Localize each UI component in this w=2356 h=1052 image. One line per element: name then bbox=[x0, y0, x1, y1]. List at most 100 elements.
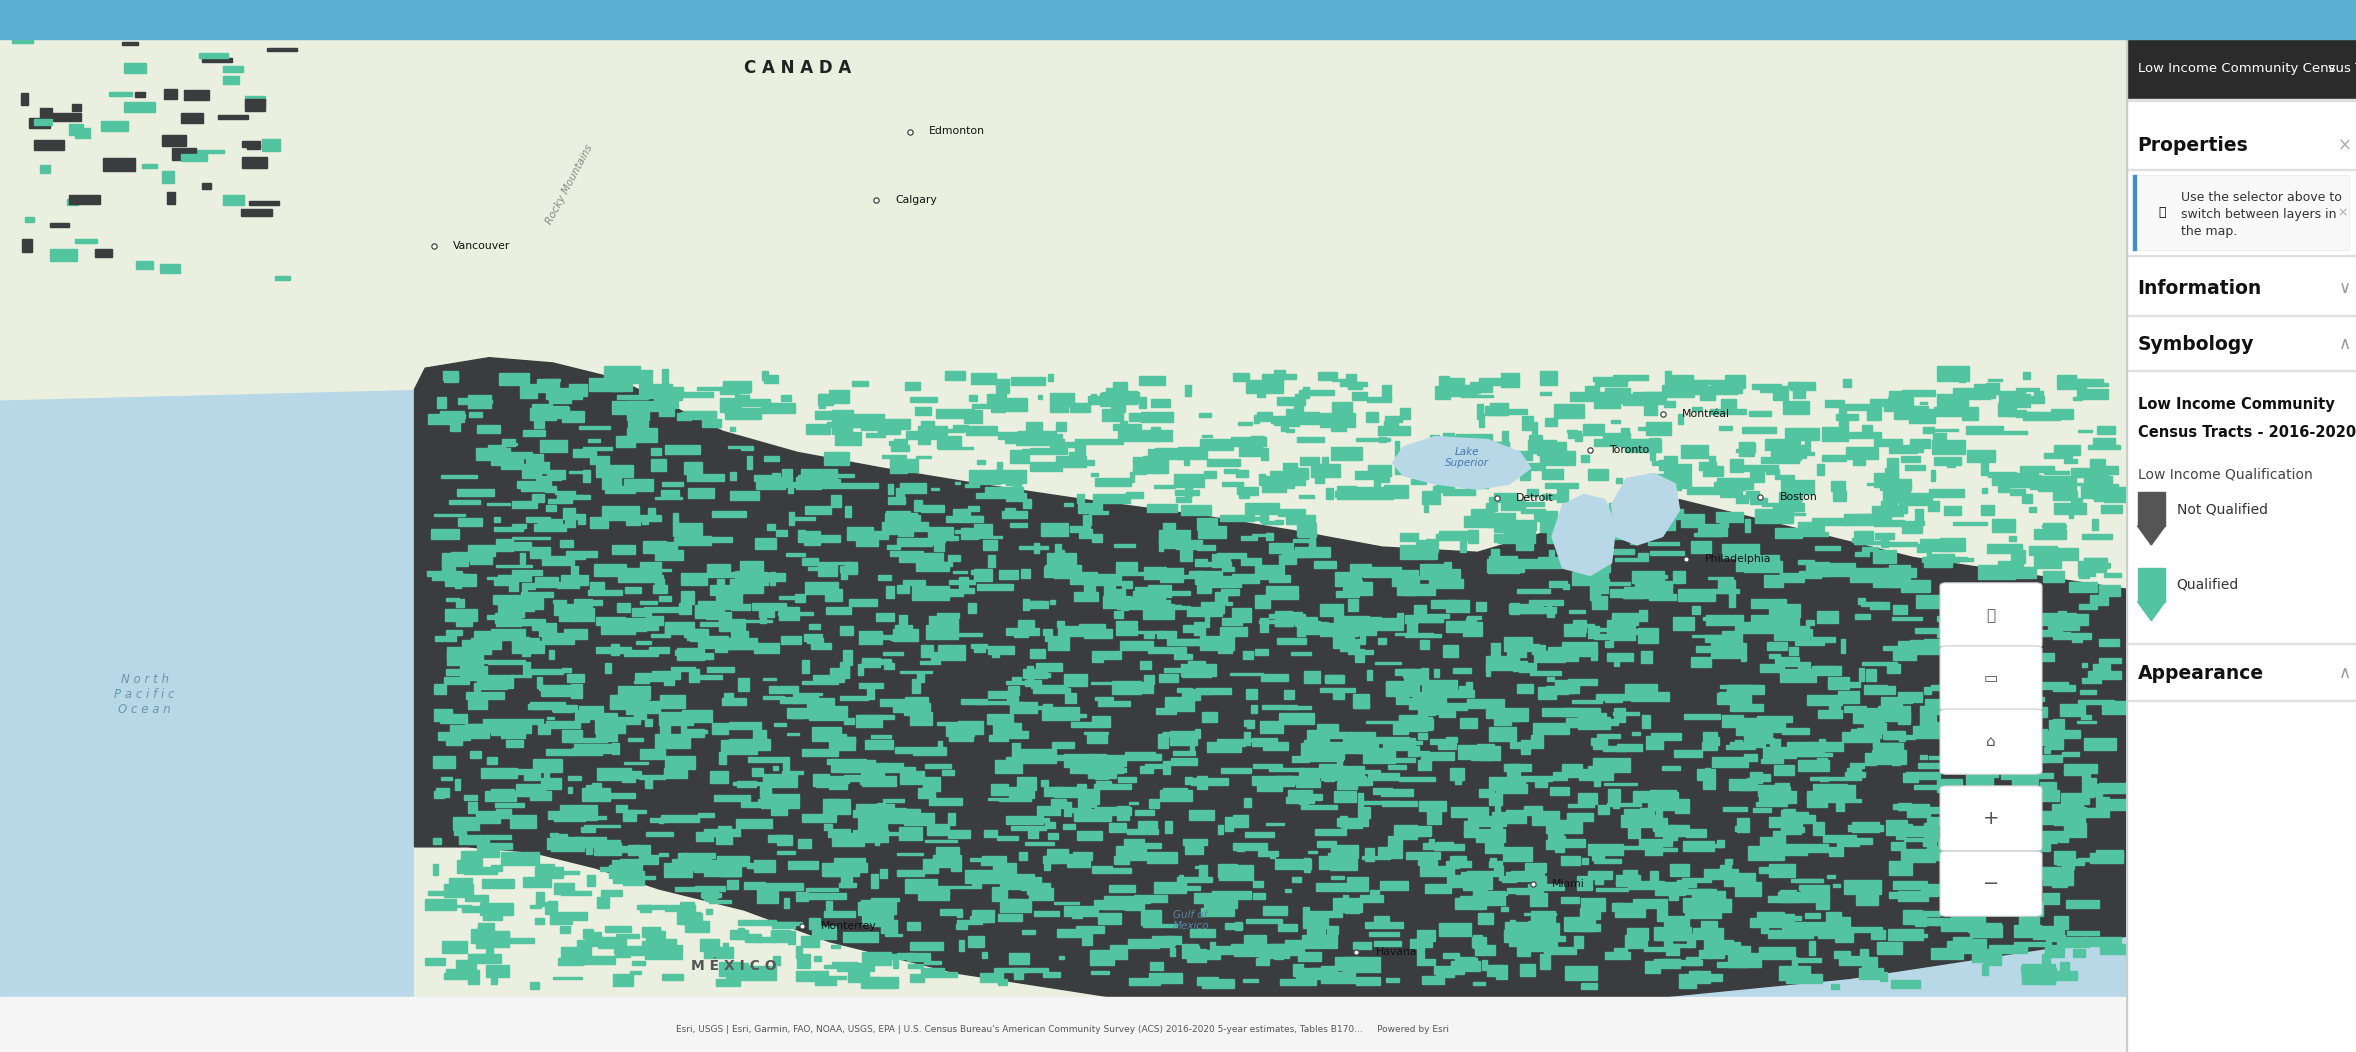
Bar bbox=[565, 514, 575, 526]
Bar bbox=[1253, 893, 1265, 899]
Bar bbox=[975, 524, 992, 537]
Bar bbox=[1348, 649, 1374, 654]
Bar bbox=[888, 497, 905, 504]
Bar bbox=[1117, 604, 1150, 609]
Bar bbox=[1256, 649, 1268, 655]
Bar bbox=[561, 411, 584, 422]
Bar bbox=[872, 898, 900, 902]
Bar bbox=[1315, 469, 1324, 483]
Bar bbox=[1885, 468, 1899, 481]
Bar bbox=[1510, 919, 1515, 923]
Bar bbox=[876, 613, 895, 621]
Bar bbox=[2031, 485, 2045, 489]
Bar bbox=[1491, 816, 1501, 829]
Bar bbox=[1553, 772, 1567, 780]
Bar bbox=[1588, 713, 1607, 726]
Bar bbox=[1154, 882, 1185, 893]
Bar bbox=[1235, 947, 1258, 956]
Bar bbox=[723, 871, 740, 876]
Bar bbox=[860, 531, 888, 539]
Bar bbox=[441, 474, 478, 478]
Bar bbox=[1470, 383, 1503, 385]
Bar bbox=[1301, 744, 1329, 758]
Bar bbox=[1593, 854, 1604, 861]
Bar bbox=[68, 195, 101, 204]
Bar bbox=[912, 586, 949, 600]
Bar bbox=[683, 462, 702, 474]
Bar bbox=[104, 158, 134, 170]
Bar bbox=[247, 144, 259, 148]
Bar bbox=[464, 867, 497, 874]
Bar bbox=[829, 668, 848, 679]
Bar bbox=[888, 441, 902, 445]
Bar bbox=[754, 476, 773, 481]
Bar bbox=[1154, 459, 1169, 473]
Text: v: v bbox=[2328, 62, 2335, 76]
Bar bbox=[1072, 852, 1093, 861]
Bar bbox=[1765, 440, 1776, 450]
Bar bbox=[1065, 693, 1077, 703]
Bar bbox=[660, 938, 676, 951]
Bar bbox=[1767, 896, 1798, 902]
Bar bbox=[1472, 891, 1505, 905]
Bar bbox=[697, 601, 730, 609]
Bar bbox=[1579, 772, 1612, 780]
Bar bbox=[1310, 535, 1315, 547]
Bar bbox=[1965, 771, 1993, 785]
Bar bbox=[947, 813, 954, 825]
Bar bbox=[926, 625, 959, 640]
Bar bbox=[1793, 922, 1831, 935]
Bar bbox=[591, 454, 596, 464]
Bar bbox=[2021, 964, 2054, 975]
Bar bbox=[1244, 935, 1265, 943]
Bar bbox=[1204, 613, 1209, 627]
Bar bbox=[627, 370, 653, 383]
Bar bbox=[495, 517, 499, 523]
Bar bbox=[1833, 884, 1840, 887]
Bar bbox=[568, 495, 584, 499]
Bar bbox=[935, 539, 945, 542]
Bar bbox=[1154, 708, 1176, 714]
Bar bbox=[646, 945, 683, 959]
Bar bbox=[1637, 839, 1670, 846]
Bar bbox=[634, 846, 638, 851]
Bar bbox=[2125, 99, 2356, 101]
Bar bbox=[537, 407, 570, 418]
Bar bbox=[681, 700, 683, 706]
Bar bbox=[938, 645, 966, 654]
Bar bbox=[671, 388, 681, 391]
Bar bbox=[2062, 752, 2078, 756]
Bar bbox=[761, 793, 799, 808]
Bar bbox=[596, 731, 617, 741]
Bar bbox=[660, 694, 686, 708]
Bar bbox=[1489, 793, 1503, 805]
Bar bbox=[1402, 450, 1423, 457]
Bar bbox=[1722, 545, 1760, 558]
Bar bbox=[1859, 968, 1882, 978]
Bar bbox=[1480, 414, 1484, 427]
Bar bbox=[1263, 743, 1289, 750]
Bar bbox=[876, 908, 891, 918]
Bar bbox=[886, 545, 900, 549]
Bar bbox=[1296, 412, 1319, 424]
Bar bbox=[1461, 896, 1489, 899]
Bar bbox=[485, 965, 509, 976]
Bar bbox=[1781, 573, 1805, 582]
Bar bbox=[1798, 885, 1814, 890]
Bar bbox=[1751, 615, 1779, 625]
Bar bbox=[1692, 891, 1725, 901]
Bar bbox=[961, 509, 966, 514]
Bar bbox=[481, 675, 514, 688]
Bar bbox=[1308, 851, 1317, 853]
Bar bbox=[1084, 585, 1096, 593]
Bar bbox=[504, 595, 511, 603]
Bar bbox=[1932, 429, 1958, 431]
Bar bbox=[1593, 746, 1612, 749]
Bar bbox=[1569, 392, 1604, 401]
Bar bbox=[799, 530, 806, 543]
Bar bbox=[459, 664, 478, 676]
Bar bbox=[1100, 952, 1121, 955]
Bar bbox=[1675, 800, 1689, 813]
Bar bbox=[1305, 916, 1312, 920]
Bar bbox=[655, 550, 683, 560]
